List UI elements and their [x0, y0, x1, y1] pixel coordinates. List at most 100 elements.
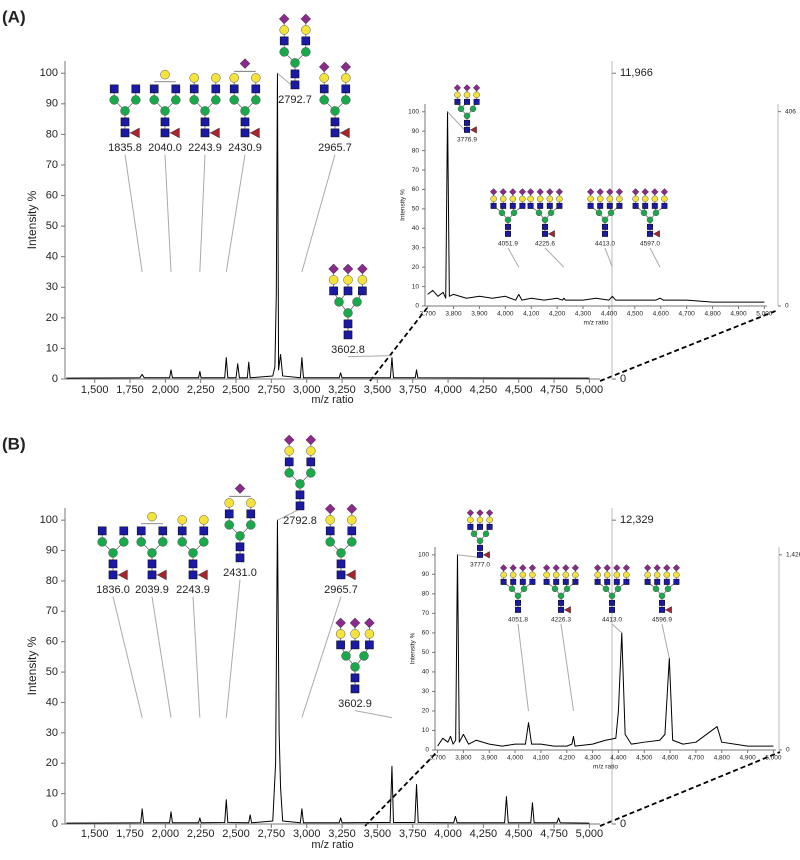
x-tick-label: 1,500	[81, 384, 109, 396]
glycan-square	[290, 69, 300, 79]
glycan-square	[235, 542, 245, 552]
x-tick-label: 2,500	[222, 384, 250, 396]
glycan-diamond	[596, 188, 604, 196]
x-tick-label: 4,300	[584, 755, 601, 762]
glycan-circle	[108, 548, 118, 558]
glycan-square	[301, 36, 311, 46]
glycan-diamond	[342, 263, 354, 275]
x-tick-label: 3,500	[364, 384, 392, 396]
y-tick-label: 10	[412, 283, 420, 290]
glycan-circle	[514, 592, 522, 600]
glycan-circle	[543, 571, 550, 579]
y-tick-label: 100	[418, 552, 429, 559]
glycan-circle	[664, 585, 672, 593]
peak-label: 4597.0	[640, 241, 660, 248]
glycan-square	[136, 526, 146, 536]
glycan-square	[120, 128, 130, 138]
glycan-circle	[454, 91, 461, 99]
glycan-circle	[189, 95, 199, 105]
glycan-square	[336, 640, 345, 650]
glycan-diamond	[518, 188, 527, 196]
glycan-icon	[229, 58, 261, 139]
glycan-square	[120, 117, 130, 127]
glycan-diamond	[509, 564, 517, 572]
glycan-circle	[504, 216, 512, 224]
x-tick-label: 3,250	[328, 828, 356, 840]
glycan-diamond	[283, 434, 295, 446]
glycan-circle	[596, 195, 604, 203]
glycan-triangle	[129, 127, 140, 139]
glycan-circle	[97, 537, 107, 547]
x-tick-label: 4,100	[523, 311, 540, 318]
peak-label: 2040.0	[148, 142, 182, 154]
leader-line	[301, 154, 336, 273]
glycan-circle	[613, 571, 621, 579]
glycan-square	[602, 230, 608, 237]
glycan-square	[306, 457, 316, 467]
glycan-square	[477, 523, 483, 530]
glycan-circle	[552, 571, 560, 579]
glycan-square	[358, 286, 367, 296]
x-tick-label: 4,300	[575, 311, 592, 318]
glycan-diamond	[586, 188, 595, 196]
glycan-square	[486, 523, 493, 530]
glycan-diamond	[546, 188, 554, 196]
glycan-square	[546, 202, 553, 209]
x-tick-label: 1,750	[116, 828, 144, 840]
glycan-circle	[364, 629, 375, 639]
glycan-circle	[563, 585, 571, 593]
glycan-icon	[631, 188, 669, 238]
glycan-icon	[466, 509, 494, 559]
glycan-square	[325, 526, 335, 536]
y2-tick-label: 12,329	[620, 514, 654, 526]
glycan-circle	[640, 209, 648, 217]
x-tick-label: 3,000	[293, 384, 321, 396]
leader-line	[354, 710, 393, 719]
x-tick-label: 4,900	[730, 311, 747, 318]
x-tick-label: 4,750	[540, 384, 568, 396]
x-tick-label: 4,700	[688, 755, 705, 762]
glycan-circle	[556, 195, 563, 203]
glycan-square	[160, 117, 170, 127]
peak-label: 4226.3	[551, 617, 571, 624]
glycan-square	[477, 544, 483, 551]
glycan-diamond	[519, 564, 527, 572]
glycan-icon	[593, 564, 631, 613]
glycan-diamond	[349, 617, 361, 629]
glycan-square	[562, 578, 569, 585]
peak-label: 3776.9	[457, 137, 477, 144]
glycan-triangle	[156, 569, 167, 581]
glycan-diamond	[571, 564, 580, 572]
spectrum-line	[66, 72, 590, 379]
leader-line	[277, 508, 301, 521]
x-tick-label: 4,750	[540, 828, 568, 840]
x-axis-title: m/z ratio	[311, 839, 353, 851]
x-tick-label: 3,250	[328, 384, 356, 396]
x-tick-label: 2,000	[152, 828, 180, 840]
glycan-icon	[335, 617, 375, 694]
glycan-diamond	[318, 61, 330, 73]
glycan-circle	[529, 571, 536, 579]
glycan-circle	[562, 571, 570, 579]
glycan-circle	[623, 571, 630, 579]
peak-label: 4051.9	[498, 241, 518, 248]
glycan-square	[177, 526, 187, 536]
glycan-triangle	[548, 230, 555, 238]
y-tick-label: 0	[52, 373, 58, 385]
glycan-diamond	[622, 564, 631, 572]
y-tick-label: 30	[422, 688, 430, 695]
y-tick-label: 80	[46, 128, 58, 140]
glycan-triangle	[653, 230, 660, 238]
peak-label: 2430.9	[228, 142, 262, 154]
glycan-circle	[301, 25, 311, 35]
x-tick-label: 2,500	[222, 828, 250, 840]
glycan-circle	[646, 216, 654, 224]
glycan-circle	[177, 515, 187, 525]
glycan-icon	[177, 515, 209, 581]
glycan-circle	[658, 592, 666, 600]
glycan-icon	[542, 564, 580, 614]
x-tick-label: 3,900	[481, 755, 498, 762]
glycan-circle	[519, 571, 527, 579]
y-tick-label: 80	[46, 575, 58, 587]
glycan-circle	[651, 195, 659, 203]
